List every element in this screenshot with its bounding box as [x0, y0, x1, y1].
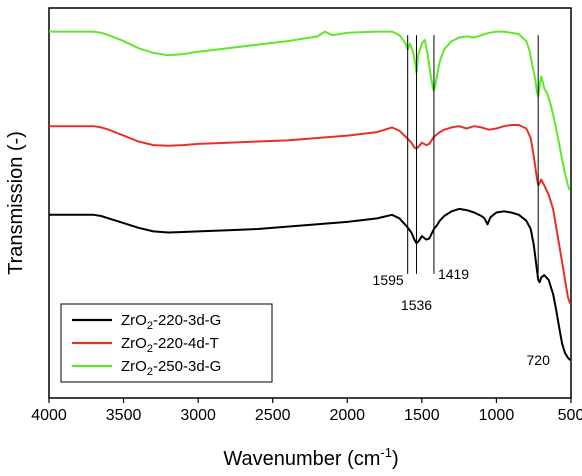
x-axis-label: Wavenumber (cm-1) — [223, 445, 398, 470]
annotation-label-1595: 1595 — [373, 272, 404, 288]
x-tick-label: 3500 — [106, 407, 142, 424]
x-tick-label: 3000 — [180, 407, 216, 424]
legend-label-2: ZrO2-220-4d-T — [121, 335, 219, 355]
x-axis-label-superscript: -1 — [380, 445, 392, 460]
x-axis-ticks: 4000 3500 3000 2500 2000 1500 1000 500 — [31, 398, 582, 424]
annotation-layer: 1595 1536 1419 720 — [373, 35, 551, 368]
legend: ZrO2-220-3d-G ZrO2-220-4d-T ZrO2-250-3d-G — [60, 303, 273, 383]
series-line-2 — [49, 124, 572, 304]
annotation-label-1419: 1419 — [438, 266, 469, 282]
x-tick-label: 2500 — [255, 407, 291, 424]
plot-area-frame — [48, 7, 572, 399]
x-tick-label: 1000 — [479, 407, 515, 424]
x-axis-label-main: Wavenumber (cm — [223, 448, 380, 470]
series-line-1 — [49, 207, 572, 361]
legend-label-1: ZrO2-220-3d-G — [121, 312, 221, 332]
legend-label-3: ZrO2-250-3d-G — [121, 358, 221, 378]
legend-items: ZrO2-220-3d-G ZrO2-220-4d-T ZrO2-250-3d-G — [72, 312, 221, 378]
series-line-3 — [49, 30, 571, 191]
x-tick-label: 1500 — [404, 407, 440, 424]
annotation-label-1536: 1536 — [401, 297, 432, 313]
x-axis-label-close: ) — [392, 448, 399, 470]
annotation-label-720: 720 — [527, 352, 551, 368]
y-axis-label: Transmission (-) — [5, 131, 27, 275]
x-tick-label: 2000 — [329, 407, 365, 424]
x-tick-label: 4000 — [31, 407, 67, 424]
series-layer — [49, 30, 572, 361]
x-tick-label: 500 — [558, 407, 582, 424]
